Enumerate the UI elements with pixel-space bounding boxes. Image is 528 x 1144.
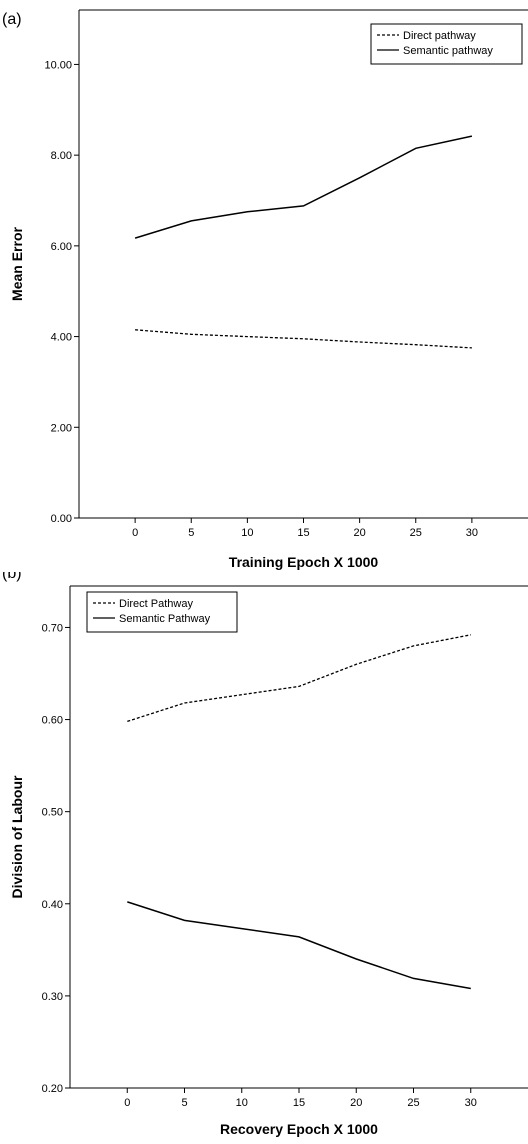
x-tick-label: 30 [465,1097,477,1109]
x-tick-label: 30 [466,527,478,539]
x-tick-label: 20 [354,527,366,539]
legend-box [370,23,523,65]
x-axis-title: Training Epoch X 1000 [229,554,379,570]
y-tick-label: 0.40 [42,899,63,911]
series-line-direct [127,634,471,723]
x-tick-label: 5 [188,527,194,539]
y-tick-label: 0.20 [42,1083,63,1095]
panel-label: (b) [2,572,22,582]
x-axis-title: Recovery Epoch X 1000 [220,1121,378,1137]
y-tick-label: 0.30 [42,991,63,1003]
y-tick-label: 8.00 [51,150,72,162]
legend-label: Semantic pathway [403,45,493,57]
x-tick-label: 20 [350,1097,362,1109]
y-axis-title: Mean Error [9,226,25,300]
y-tick-label: 0.70 [42,622,63,634]
x-tick-label: 25 [407,1097,419,1109]
legend-box [86,591,238,633]
x-tick-label: 25 [410,527,422,539]
chart-panel-a: (a) 0.00 2.00 4.00 6.00 8.00 10.00 0 5 10 15 20 25 30… [2,9,528,570]
series-line-direct [135,329,472,349]
y-tick-label: 0.00 [51,513,72,525]
legend-label: Semantic Pathway [119,613,211,625]
y-tick-label: 6.00 [51,241,72,253]
x-tick-label: 15 [297,527,309,539]
panel-label: (a) [2,11,22,28]
x-tick-label: 15 [293,1097,305,1109]
y-tick-label: 0.50 [42,807,63,819]
y-axis-title: Division of Labour [9,775,25,898]
legend-label: Direct pathway [403,30,476,42]
x-tick-label: 10 [241,527,253,539]
y-tick-label: 0.60 [42,715,63,727]
x-tick-label: 10 [236,1097,248,1109]
y-tick-label: 10.00 [44,59,72,71]
series-line-semantic [134,135,473,239]
x-tick-label: 0 [132,527,138,539]
series-line-semantic [127,901,471,990]
legend-label: Direct Pathway [119,598,193,610]
x-tick-label: 0 [124,1097,130,1109]
x-tick-label: 5 [181,1097,187,1109]
y-tick-label: 2.00 [51,422,72,434]
y-tick-label: 4.00 [51,332,72,344]
chart-panel-b: (b) 0.20 0.30 0.40 0.50 0.60 0.70 0 5 10 15 20 25 30 R… [2,572,528,1137]
